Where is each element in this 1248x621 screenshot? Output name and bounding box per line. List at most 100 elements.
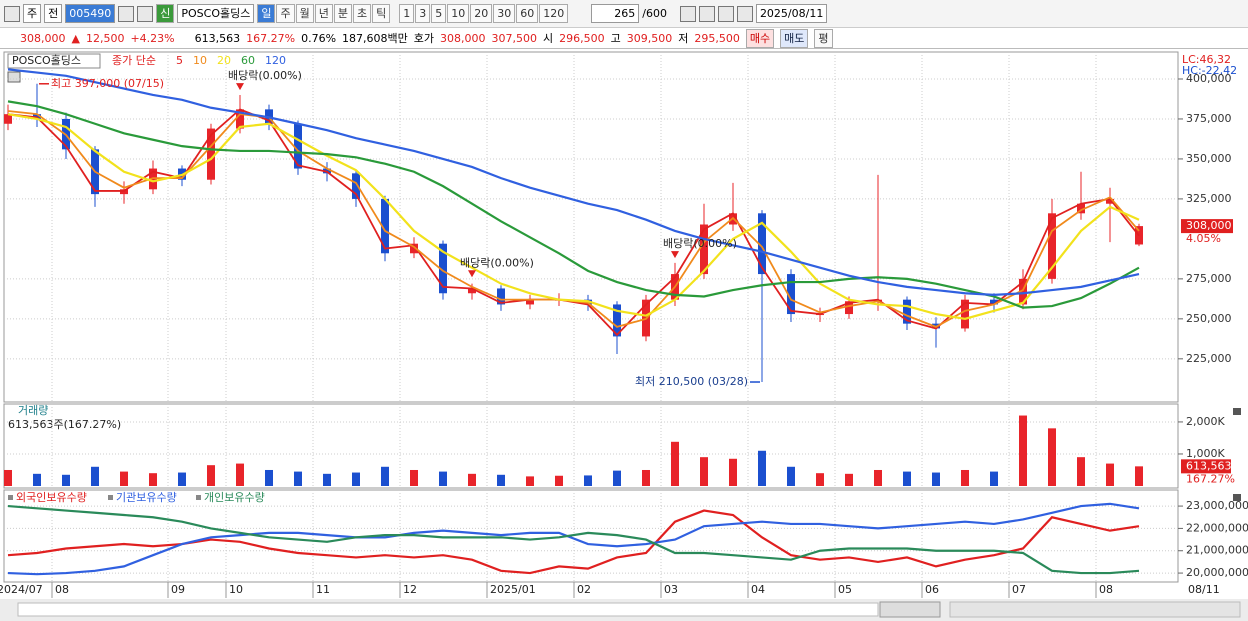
x-tick-label: 2024/07 <box>0 583 43 596</box>
holding-line <box>7 502 1140 576</box>
interval-button[interactable]: 년 <box>314 4 333 23</box>
open-label: 시 <box>543 32 554 45</box>
volume-bar <box>584 475 592 486</box>
scroll-controls[interactable] <box>879 601 941 618</box>
x-tick-label: 12 <box>403 583 417 596</box>
ma-line <box>7 113 1140 320</box>
icon[interactable] <box>717 5 734 22</box>
multiplier-button[interactable]: 1 <box>399 4 415 23</box>
candle-body <box>845 301 853 315</box>
volume-bar <box>642 469 650 486</box>
icon[interactable] <box>698 5 715 22</box>
candle-body <box>4 114 12 124</box>
volume-bar <box>1048 428 1056 486</box>
interval-button[interactable]: 주 <box>276 4 295 23</box>
dividend-marker <box>468 270 476 278</box>
candle-body <box>700 224 708 275</box>
arrow: ▲ <box>71 31 80 45</box>
volume-bar <box>671 441 679 486</box>
icon[interactable] <box>679 5 696 22</box>
candle-body <box>1019 278 1027 305</box>
y-tick-label: 350,000 <box>1186 152 1232 165</box>
buy-button[interactable]: 매수 <box>745 28 775 48</box>
ma-line <box>7 68 1140 296</box>
last-ratio-label: 167.27% <box>1186 472 1235 485</box>
x-tick-label: 04 <box>751 583 765 596</box>
legend-item: 10 <box>193 54 207 67</box>
x-tick-label: 07 <box>1012 583 1026 596</box>
volume-bar <box>961 469 969 486</box>
y-tick-label: 1,000K <box>1186 447 1225 460</box>
interval-button[interactable]: 일 <box>257 4 276 23</box>
holdings-panel <box>3 489 1179 583</box>
volume-bar <box>787 466 795 486</box>
y-tick-label: 275,000 <box>1186 272 1232 285</box>
close-icon[interactable] <box>1233 408 1241 415</box>
scroll-track[interactable] <box>17 602 879 617</box>
multiplier-button[interactable]: 10 <box>447 4 470 23</box>
interval-button[interactable]: 초 <box>352 4 372 23</box>
multiplier-button[interactable]: 30 <box>493 4 516 23</box>
volume-bar <box>1077 457 1085 486</box>
corner-label: HC:-22,42 <box>1182 64 1237 77</box>
avg-button[interactable]: 평 <box>814 28 833 48</box>
y-tick-label: 325,000 <box>1186 192 1232 205</box>
candle-body <box>468 288 476 294</box>
sell-button[interactable]: 매도 <box>780 28 809 48</box>
volume-bar <box>265 469 273 486</box>
multiplier-group: 1 3 5 10 20 30 60 120 <box>399 4 569 23</box>
multiplier-button[interactable]: 60 <box>516 4 539 23</box>
prev-button[interactable]: 전 <box>44 4 63 23</box>
candle-body <box>410 243 418 254</box>
candle-body <box>758 213 766 275</box>
candle-body <box>961 299 969 329</box>
candle-body <box>1077 203 1085 214</box>
last-price-label: 308,000 <box>1186 219 1232 232</box>
last-change-label: 4.05% <box>1186 232 1221 245</box>
y-tick-label: 23,000,000 <box>1186 499 1248 512</box>
credit-badge[interactable]: 신 <box>156 4 175 23</box>
multiplier-button[interactable]: 3 <box>415 4 431 23</box>
volume-bar <box>700 457 708 486</box>
volume-bar <box>874 469 882 486</box>
icon[interactable] <box>137 5 154 22</box>
volume-bar <box>526 476 534 486</box>
period-select[interactable]: 주 <box>23 4 42 23</box>
max-count: /600 <box>642 7 667 20</box>
multiplier-button[interactable]: 120 <box>539 4 569 23</box>
icon[interactable] <box>4 5 20 22</box>
volume-title: 거래량 <box>18 404 48 417</box>
y-tick-label: 20,000,000 <box>1186 566 1248 579</box>
multiplier-button[interactable]: 5 <box>431 4 447 23</box>
legend-item: 60 <box>241 54 255 67</box>
count-input[interactable]: 265 <box>591 4 640 23</box>
interval-button[interactable]: 월 <box>295 4 314 23</box>
close-icon[interactable] <box>1233 494 1241 501</box>
interval-button[interactable]: 틱 <box>372 4 391 23</box>
change-pct: +4.23% <box>130 31 175 45</box>
volume-bar <box>613 470 621 486</box>
x-tick-label: 09 <box>171 583 185 596</box>
interval-button[interactable]: 분 <box>333 4 352 23</box>
ask: 308,000 <box>440 31 486 45</box>
zoom-controls[interactable] <box>949 601 1241 618</box>
dividend-marker <box>236 83 244 91</box>
last-volume-label: 613,563 <box>1186 459 1232 472</box>
volume-bar <box>352 472 360 486</box>
volume-bar <box>149 473 157 486</box>
search-icon[interactable] <box>118 5 135 22</box>
volume-bar <box>120 471 128 486</box>
x-end-label: 08/11 <box>1188 583 1220 596</box>
y-tick-label: 21,000,000 <box>1186 544 1248 557</box>
code-input[interactable]: 005490 <box>65 4 116 23</box>
volume-bar <box>207 465 215 486</box>
date-input[interactable]: 2025/08/11 <box>755 4 828 23</box>
x-tick-label: 03 <box>664 583 678 596</box>
volume-bar <box>178 472 186 486</box>
panel-icon[interactable] <box>7 71 21 83</box>
dividend-label: 배당락(0.00%) <box>663 237 737 250</box>
multiplier-button[interactable]: 20 <box>470 4 493 23</box>
y-tick-label: 375,000 <box>1186 112 1232 125</box>
icon[interactable] <box>736 5 753 22</box>
